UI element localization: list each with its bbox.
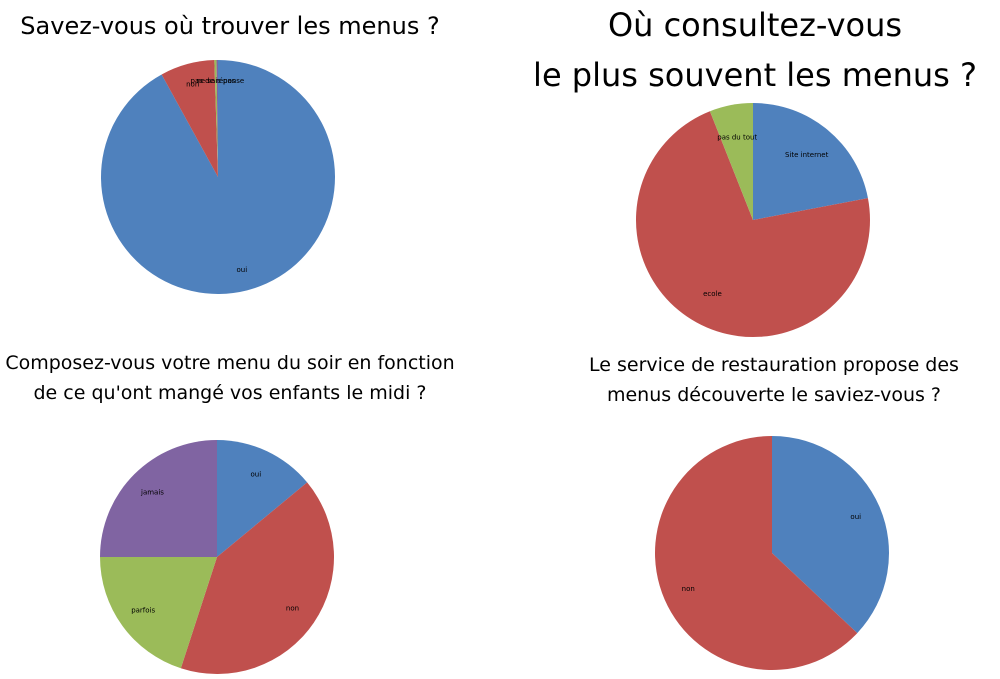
- slice-label: pas de réponse: [191, 77, 245, 85]
- pie-slice-pas-du-tout: [709, 103, 753, 220]
- slice-label: pas du tout: [717, 133, 757, 141]
- slice-label: Site internet: [785, 151, 829, 159]
- slice-label: non: [286, 604, 299, 612]
- pie-slice-pas-de-réponse: [216, 60, 218, 177]
- slice-label: jamais: [140, 488, 164, 496]
- chart-title: Savez-vous où trouver les menus ?: [20, 12, 440, 40]
- slice-label: oui: [237, 266, 248, 274]
- slice-label: parfois: [131, 607, 155, 615]
- slice-label: ecole: [703, 290, 722, 298]
- pie-slice-non: [655, 436, 858, 670]
- slice-label: oui: [251, 470, 262, 478]
- slice-label: ne sais pas: [196, 77, 235, 85]
- pie-slice-ecole: [636, 111, 870, 337]
- pie-slice-oui: [217, 440, 308, 557]
- slice-label: non: [186, 80, 199, 88]
- pie-slice-oui: [772, 436, 889, 634]
- pie-slice-parfois: [100, 557, 217, 669]
- chart-title: Le service de restauration propose des m…: [589, 354, 959, 406]
- pie-slice-Site-internet: [753, 103, 868, 220]
- slice-label: non: [682, 585, 695, 593]
- pie-slice-jamais: [100, 440, 217, 557]
- chart-title: Où consultez-vous le plus souvent les me…: [533, 6, 977, 94]
- slice-label: oui: [850, 513, 861, 521]
- pie-slice-non: [161, 60, 218, 177]
- pie-slice-non: [180, 482, 335, 675]
- chart-title: Composez-vous votre menu du soir en fonc…: [5, 352, 455, 404]
- pie-slice-ne-sais-pas: [214, 60, 218, 177]
